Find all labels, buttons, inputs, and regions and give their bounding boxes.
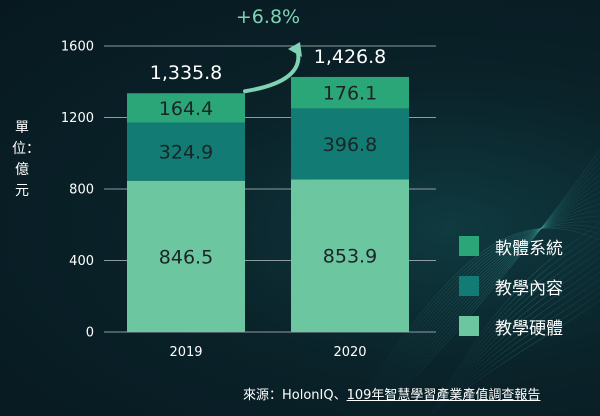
bar-segment [291,76,409,109]
source-note: 來源：HolonIQ、109年智慧學習產業產值調查報告 [243,384,540,403]
y-tick-label: 1600 [61,40,94,55]
legend-item-software: 軟體系統 [459,232,563,260]
wave-line [349,228,600,416]
y-axis-label: 單位：億元 [12,120,40,199]
y-tick-label: 400 [69,254,94,269]
wave-line [429,229,600,416]
growth-arrow-head [288,42,302,57]
wave-line [429,292,600,416]
wave-line [355,221,600,416]
wave-line [379,149,600,416]
data-labels: 846.5 324.9 164.4 1,335.8 2019 853.9 396.8 176.… [150,46,387,360]
wave-line [359,209,600,416]
source-prefix: 來源：HolonIQ、 [243,388,347,403]
bar-segment [127,93,245,123]
wave-line [429,243,600,416]
legend-item-content: 教學內容 [459,272,563,300]
segment-value-label: 324.9 [159,142,213,164]
growth-arrow-shaft [243,46,301,94]
wave-line [429,264,600,416]
segment-value-label: 176.1 [323,83,377,105]
bar-segment [127,122,245,181]
legend-label: 教學內容 [495,278,563,299]
wave-line [377,155,600,416]
source-report-link[interactable]: 109年智慧學習產業產值調查報告 [346,388,541,403]
wave-line [429,236,600,416]
bar-segment [291,179,409,332]
x-tick-label: 2020 [333,345,366,360]
segment-value-label: 164.4 [159,98,213,120]
wave-line [429,285,600,416]
legend-item-hardware: 教學硬體 [459,312,563,340]
wave-line [375,161,600,416]
wave-line [353,224,600,416]
background-wave-lines [349,149,600,416]
bars [127,76,409,332]
segment-value-label: 396.8 [323,134,377,156]
bar-segment [127,180,245,332]
x-tick-label: 2019 [169,345,202,360]
legend-swatch [459,276,479,296]
legend-label: 教學硬體 [495,318,563,339]
wave-line [429,250,600,416]
legend-swatch [459,236,479,256]
wave-line [429,278,600,416]
segment-value-label: 846.5 [159,246,213,268]
wave-line [363,197,600,416]
wave-line [367,185,600,416]
wave-line [371,173,600,416]
growth-arrow: +6.8% [236,6,302,94]
wave-line [365,191,600,416]
wave-line [429,271,600,416]
y-tick-label: 0 [86,326,94,341]
y-tick-label: 800 [69,183,94,198]
legend-label: 軟體系統 [495,238,563,259]
total-value-label: 1,426.8 [314,46,387,68]
total-value-label: 1,335.8 [150,62,223,84]
segment-value-label: 853.9 [323,246,377,268]
y-tick-label: 1200 [61,111,94,126]
wave-line [429,222,600,416]
legend-swatch [459,316,479,336]
wave-line [429,257,600,416]
wave-line [357,215,600,416]
wave-line [361,203,600,416]
wave-line [373,167,600,416]
growth-label: +6.8% [236,6,300,28]
wave-line [429,299,600,416]
bar-segment [291,108,409,180]
wave-line [351,226,600,416]
legend: 軟體系統 教學內容 教學硬體 [459,232,563,352]
wave-line [369,179,600,416]
